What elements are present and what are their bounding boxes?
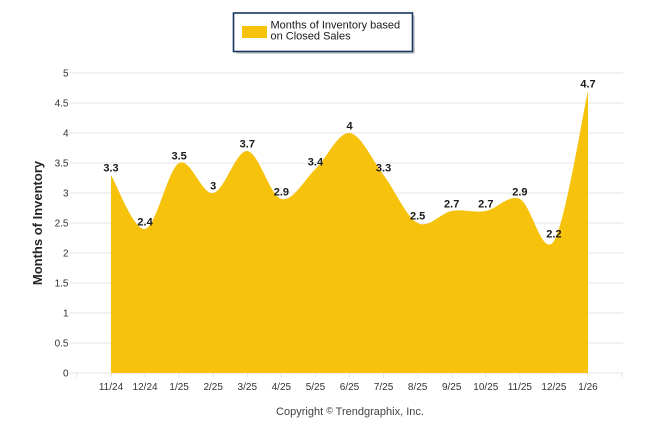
svg-text:6/25: 6/25	[340, 382, 360, 393]
svg-text:4.5: 4.5	[55, 99, 69, 110]
svg-text:0.5: 0.5	[55, 339, 69, 350]
svg-text:2.4: 2.4	[137, 217, 153, 229]
svg-text:5: 5	[63, 69, 69, 80]
svg-text:0: 0	[63, 369, 69, 380]
svg-text:2.2: 2.2	[546, 229, 561, 241]
svg-text:Copyright © Trendgraphix, Inc.: Copyright © Trendgraphix, Inc.	[276, 406, 424, 419]
svg-text:7/25: 7/25	[374, 382, 394, 393]
svg-text:10/25: 10/25	[473, 382, 498, 393]
svg-text:2.5: 2.5	[410, 211, 425, 223]
svg-text:Months of Inventory: Months of Inventory	[30, 160, 45, 285]
svg-text:4/25: 4/25	[272, 382, 292, 393]
svg-text:2.7: 2.7	[478, 199, 493, 211]
svg-text:2.9: 2.9	[274, 187, 289, 199]
svg-text:4: 4	[346, 121, 353, 133]
svg-text:12/24: 12/24	[133, 382, 158, 393]
svg-text:2.5: 2.5	[55, 219, 69, 230]
svg-text:4: 4	[63, 129, 69, 140]
svg-text:3.3: 3.3	[376, 163, 391, 175]
svg-text:2.9: 2.9	[512, 187, 527, 199]
svg-text:1: 1	[63, 309, 69, 320]
svg-text:2: 2	[63, 249, 69, 260]
svg-text:2.7: 2.7	[444, 199, 459, 211]
svg-text:9/25: 9/25	[442, 382, 462, 393]
svg-text:11/25: 11/25	[508, 382, 533, 393]
svg-text:on Closed Sales: on Closed Sales	[271, 30, 352, 42]
svg-text:Months of Inventory based: Months of Inventory based	[271, 20, 401, 32]
svg-text:5/25: 5/25	[306, 382, 326, 393]
svg-text:4.7: 4.7	[580, 79, 595, 91]
svg-text:3/25: 3/25	[238, 382, 258, 393]
svg-text:12/25: 12/25	[541, 382, 566, 393]
svg-text:1/26: 1/26	[578, 382, 598, 393]
svg-text:3.7: 3.7	[240, 139, 255, 151]
svg-text:3: 3	[210, 181, 216, 193]
svg-text:3.3: 3.3	[103, 163, 118, 175]
svg-text:8/25: 8/25	[408, 382, 428, 393]
svg-text:2/25: 2/25	[203, 382, 223, 393]
svg-text:11/24: 11/24	[99, 382, 124, 393]
svg-text:1/25: 1/25	[169, 382, 189, 393]
svg-text:3.4: 3.4	[308, 157, 324, 169]
svg-text:1.5: 1.5	[55, 279, 69, 290]
svg-text:3: 3	[63, 189, 69, 200]
svg-text:3.5: 3.5	[171, 151, 186, 163]
svg-text:3.5: 3.5	[55, 159, 69, 170]
